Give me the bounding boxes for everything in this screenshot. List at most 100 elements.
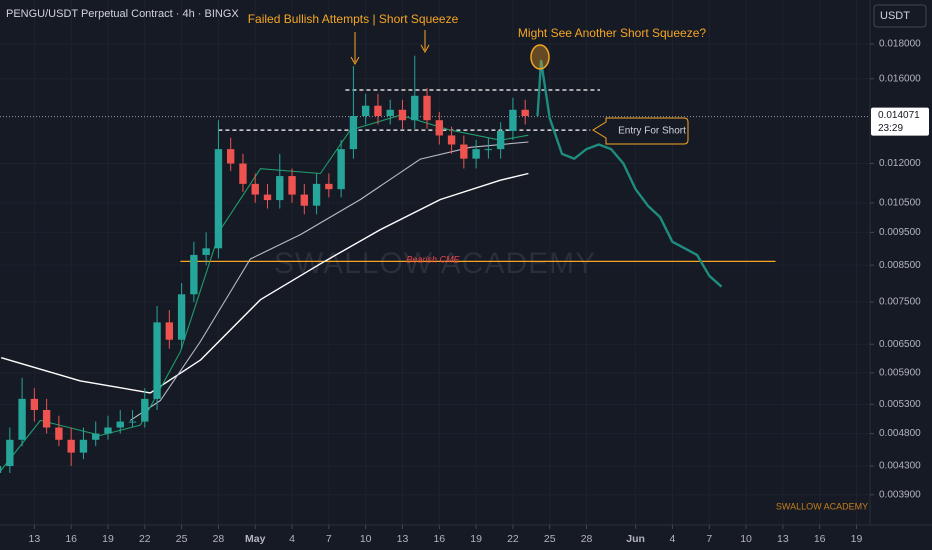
arrow-head xyxy=(350,56,360,66)
candle-body xyxy=(116,421,124,428)
candle-body xyxy=(18,398,26,440)
candle-body xyxy=(141,398,149,422)
x-tick-label: 7 xyxy=(706,533,712,545)
y-tick-label: 0.016000 xyxy=(879,73,921,84)
currency-box[interactable] xyxy=(873,4,927,28)
watermark: SWALLOW ACADEMY xyxy=(274,247,596,280)
candle-body xyxy=(349,115,358,150)
x-tick-label: May xyxy=(245,533,266,545)
candle-body xyxy=(190,254,198,295)
currency: USDT xyxy=(880,10,910,22)
candle-body xyxy=(398,109,407,121)
annotation-might: Might See Another Short Squeeze? xyxy=(518,26,706,40)
y-tick-label: 0.018000 xyxy=(879,39,921,50)
candle-body xyxy=(300,194,308,206)
grid xyxy=(0,0,870,525)
candle-body xyxy=(165,322,174,340)
x-tick-label: Jun xyxy=(626,533,645,545)
candle-body xyxy=(104,427,112,434)
x-tick-label: 4 xyxy=(670,533,676,545)
chart-title: PENGU/USDT Perpetual Contract · 4h · BIN… xyxy=(6,8,239,20)
arrow-head xyxy=(420,44,430,54)
line-series xyxy=(1,172,529,394)
candle-body xyxy=(423,95,431,121)
x-tick-label: 28 xyxy=(213,533,225,545)
x-tick-label: 13 xyxy=(29,533,41,545)
y-tick-label: 0.012000 xyxy=(879,158,921,169)
x-tick-label: 22 xyxy=(507,533,519,545)
x-tick-label: 13 xyxy=(777,533,789,545)
candle-body xyxy=(337,149,345,190)
axes: 0.018000 0.016000 0.012000 0.010500 0.009500… xyxy=(29,39,929,545)
candle-body xyxy=(177,294,186,340)
marks: Bearish CME xyxy=(0,55,870,473)
x-tick-label: 10 xyxy=(360,533,372,545)
line-series xyxy=(536,59,723,288)
candle-body xyxy=(128,421,137,423)
candle-body xyxy=(496,131,505,150)
candle-body xyxy=(263,194,272,201)
highlight xyxy=(530,44,550,70)
x-tick-label: 16 xyxy=(65,533,77,545)
x-tick-label: 7 xyxy=(326,533,332,545)
last-price-box xyxy=(871,107,929,136)
candle-body xyxy=(386,109,394,116)
candle-body xyxy=(460,144,468,159)
y-tick-label: 0.003900 xyxy=(879,489,921,500)
x-tick-label: 13 xyxy=(397,533,409,545)
candle-body xyxy=(0,466,2,473)
x-tick-label: 19 xyxy=(470,533,482,545)
y-tick-label: 0.005300 xyxy=(879,399,921,410)
candle-body xyxy=(79,439,88,453)
candle-body xyxy=(435,120,443,136)
y-tick-label: 0.004300 xyxy=(879,461,921,472)
x-tick-label: 19 xyxy=(851,533,863,545)
candle-body xyxy=(361,105,370,116)
y-tick-label: 0.008500 xyxy=(879,260,921,271)
x-tick-label: 16 xyxy=(433,533,445,545)
x-tick-label: 19 xyxy=(102,533,114,545)
candle-body xyxy=(239,163,247,184)
candle-body xyxy=(276,176,284,201)
x-tick-label: 25 xyxy=(176,533,188,545)
candle-body xyxy=(411,95,419,121)
candle-body xyxy=(521,109,529,116)
candle-body xyxy=(325,183,333,190)
y-tick-label: 0.009500 xyxy=(879,227,921,238)
x-tick-label: 25 xyxy=(544,533,556,545)
y-tick-label: 0.010500 xyxy=(879,198,921,209)
brand: SWALLOW ACADEMY xyxy=(776,501,868,511)
x-tick-label: 4 xyxy=(289,533,295,545)
annotation-entry: Entry For Short xyxy=(618,126,686,137)
x-tick-label: 22 xyxy=(139,533,151,545)
callout xyxy=(592,117,689,145)
candle-body xyxy=(312,183,321,206)
candle-body xyxy=(251,183,259,195)
candle-body xyxy=(472,149,480,159)
annotation-failed: Failed Bullish Attempts | Short Squeeze xyxy=(248,12,459,26)
candle-body xyxy=(288,176,296,195)
candle-body xyxy=(6,439,14,467)
candle-body xyxy=(374,105,382,116)
last-price-label: 0.014071 xyxy=(878,110,920,121)
y-tick-label: 0.006500 xyxy=(879,339,921,350)
candle-body xyxy=(484,149,493,151)
candle-body xyxy=(227,149,235,164)
candle-body xyxy=(42,409,51,428)
x-tick-label: 16 xyxy=(814,533,826,545)
price-axis xyxy=(870,0,932,550)
candle-body xyxy=(447,135,456,145)
line-series xyxy=(129,141,529,421)
countdown: 23:29 xyxy=(878,123,903,134)
candle-body xyxy=(202,248,210,255)
candle-body xyxy=(67,439,75,453)
candle-body xyxy=(92,433,100,440)
x-tick-label: 28 xyxy=(581,533,593,545)
candle-body xyxy=(214,149,223,249)
line-series xyxy=(0,114,529,471)
y-tick-label: 0.005900 xyxy=(879,367,921,378)
candle-body xyxy=(30,398,39,410)
